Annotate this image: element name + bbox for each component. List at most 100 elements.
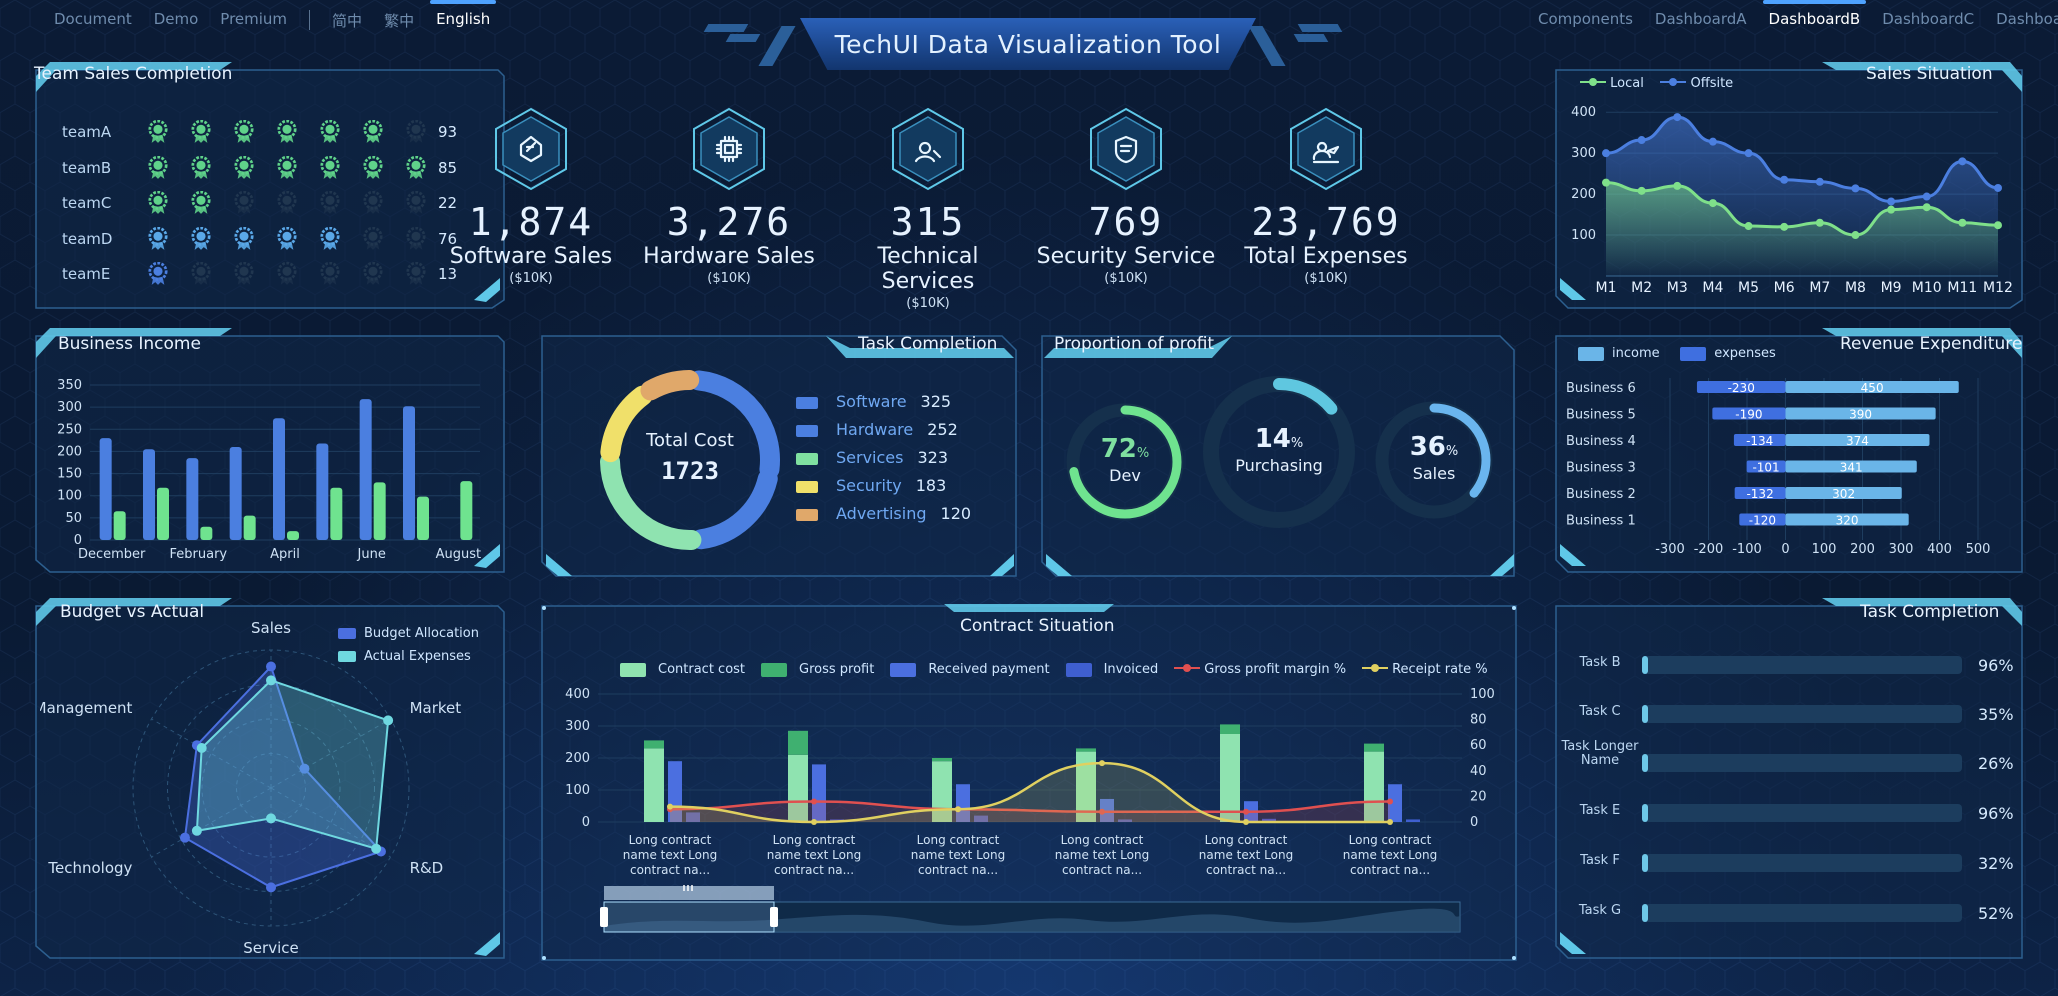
zoom-handle-left[interactable] bbox=[600, 907, 608, 927]
nav-dashboard-c[interactable]: DashboardC bbox=[1882, 10, 1975, 28]
medal-icon bbox=[148, 120, 168, 143]
lang-english[interactable]: English bbox=[430, 0, 497, 31]
income-value: 374 bbox=[1846, 434, 1869, 448]
hex-outer bbox=[1090, 107, 1162, 191]
medal-icon bbox=[234, 262, 254, 285]
task-name: Task B bbox=[1579, 655, 1621, 670]
contract-name-line: contract na... bbox=[630, 863, 710, 877]
data-point bbox=[1602, 178, 1610, 187]
radar-point bbox=[266, 661, 276, 672]
legend-budget[interactable]: Budget Allocation bbox=[338, 626, 479, 641]
nav-document[interactable]: Document bbox=[54, 10, 132, 28]
y-tick-label: 100 bbox=[57, 489, 82, 504]
medal-rim bbox=[277, 155, 297, 175]
software-icon bbox=[495, 107, 567, 191]
medal-core bbox=[239, 266, 249, 276]
zoom-drag-bar[interactable] bbox=[604, 886, 774, 900]
contract-legend-item[interactable]: Gross profit margin % bbox=[1174, 662, 1346, 677]
data-point bbox=[1851, 184, 1860, 193]
hex-inner bbox=[700, 116, 758, 182]
medal-rim bbox=[148, 191, 168, 210]
medal-rim bbox=[363, 120, 383, 139]
lang-simplified[interactable]: 简中 bbox=[332, 12, 363, 30]
legend-actual-label: Actual Expenses bbox=[364, 649, 471, 664]
y-tick-label: 400 bbox=[565, 687, 590, 702]
gross-profit-bar bbox=[1076, 748, 1096, 752]
income-bar bbox=[229, 447, 242, 540]
medal-core bbox=[239, 124, 249, 134]
invoiced-bar bbox=[1262, 818, 1276, 822]
medal-rim bbox=[234, 262, 254, 281]
contract-legend-item[interactable]: Receipt rate % bbox=[1362, 662, 1488, 677]
y-tick-label: 150 bbox=[57, 467, 82, 482]
zoom-handle-right[interactable] bbox=[770, 907, 778, 927]
nav-dashboard-b[interactable]: DashboardB bbox=[1762, 0, 1866, 28]
sales-legend: Local Offsite bbox=[1580, 76, 1733, 91]
legend-income[interactable]: income bbox=[1578, 346, 1660, 361]
lang-traditional[interactable]: 繁中 bbox=[384, 12, 415, 30]
medal-icon bbox=[406, 262, 426, 285]
legend-offsite[interactable]: Offsite bbox=[1660, 76, 1733, 91]
donut-legend-value: 120 bbox=[940, 504, 972, 523]
y-tick-label: 0 bbox=[74, 533, 82, 548]
donut-legend-item[interactable]: Advertising 120 bbox=[796, 504, 971, 523]
ring-progress-dev bbox=[1068, 405, 1182, 519]
task-progress-track bbox=[1642, 854, 1962, 872]
task-progress-fill bbox=[1642, 904, 1648, 922]
income-bar bbox=[316, 443, 329, 540]
zoom-window[interactable] bbox=[603, 901, 775, 933]
donut-legend-item[interactable]: Hardware 252 bbox=[796, 420, 958, 439]
y-tick-label: 300 bbox=[565, 719, 590, 734]
medal-rim bbox=[406, 191, 426, 210]
medal-rim bbox=[406, 226, 426, 246]
contract-legend-item[interactable]: Invoiced bbox=[1065, 662, 1158, 677]
nav-dashboard-d[interactable]: DashboardD bbox=[1996, 10, 2058, 28]
team-value: 13 bbox=[438, 265, 458, 283]
legend-local[interactable]: Local bbox=[1580, 76, 1644, 91]
legend-expenses-label: expenses bbox=[1714, 346, 1776, 361]
contract-legend-item[interactable]: Gross profit bbox=[761, 662, 874, 677]
ring-name: Sales bbox=[1412, 464, 1456, 483]
x-tick-label: February bbox=[170, 547, 228, 562]
zoom-preview bbox=[604, 908, 1460, 932]
medal-icon bbox=[191, 262, 211, 285]
contract-legend-item[interactable]: Contract cost bbox=[620, 662, 745, 677]
ring-percent-value: 72 bbox=[1100, 434, 1137, 464]
gross-profit-bar bbox=[788, 730, 808, 755]
legend-expenses[interactable]: expenses bbox=[1680, 346, 1776, 361]
donut-legend-item[interactable]: Services 323 bbox=[796, 448, 948, 467]
x-tick-label: June bbox=[357, 547, 386, 562]
kpi-value: 769 bbox=[1088, 200, 1164, 244]
medal-icon bbox=[406, 191, 426, 214]
invoiced-bar bbox=[974, 815, 988, 822]
legend-actual[interactable]: Actual Expenses bbox=[338, 649, 479, 664]
nav-premium[interactable]: Premium bbox=[220, 10, 288, 28]
medal-rim bbox=[234, 155, 254, 175]
medal-rim bbox=[191, 191, 211, 210]
task-progress-fill bbox=[1642, 656, 1648, 674]
medal-icon bbox=[406, 155, 426, 179]
x-tick-label: M3 bbox=[1667, 280, 1688, 296]
y-tick-label: 0 bbox=[582, 815, 590, 830]
contract-legend-item[interactable]: Received payment bbox=[890, 662, 1050, 677]
medal-core bbox=[368, 124, 378, 134]
kpi-value: 1,874 bbox=[468, 200, 594, 244]
received-payment-bar bbox=[1388, 784, 1402, 822]
profit-title: Proportion of profit bbox=[1054, 334, 1215, 354]
radar-axis-label: Service bbox=[243, 939, 298, 957]
invoiced-bar bbox=[1118, 819, 1132, 822]
received-payment-bar bbox=[956, 784, 970, 822]
income-bar bbox=[1785, 434, 1930, 446]
income-bar bbox=[1785, 460, 1917, 473]
team-row: teamB 85 bbox=[62, 151, 482, 185]
contract-name-line: name text Long bbox=[1055, 848, 1149, 862]
gross-profit-bar bbox=[1364, 743, 1384, 752]
nav-dashboard-a[interactable]: DashboardA bbox=[1654, 10, 1747, 28]
nav-demo[interactable]: Demo bbox=[153, 10, 199, 28]
medal-icon bbox=[191, 120, 211, 143]
donut-legend-item[interactable]: Software 325 bbox=[796, 392, 951, 411]
medal-core bbox=[325, 195, 335, 205]
nav-components[interactable]: Components bbox=[1538, 10, 1633, 28]
donut-legend-item[interactable]: Security 183 bbox=[796, 476, 946, 495]
category-label: Business 6 bbox=[1566, 381, 1636, 396]
